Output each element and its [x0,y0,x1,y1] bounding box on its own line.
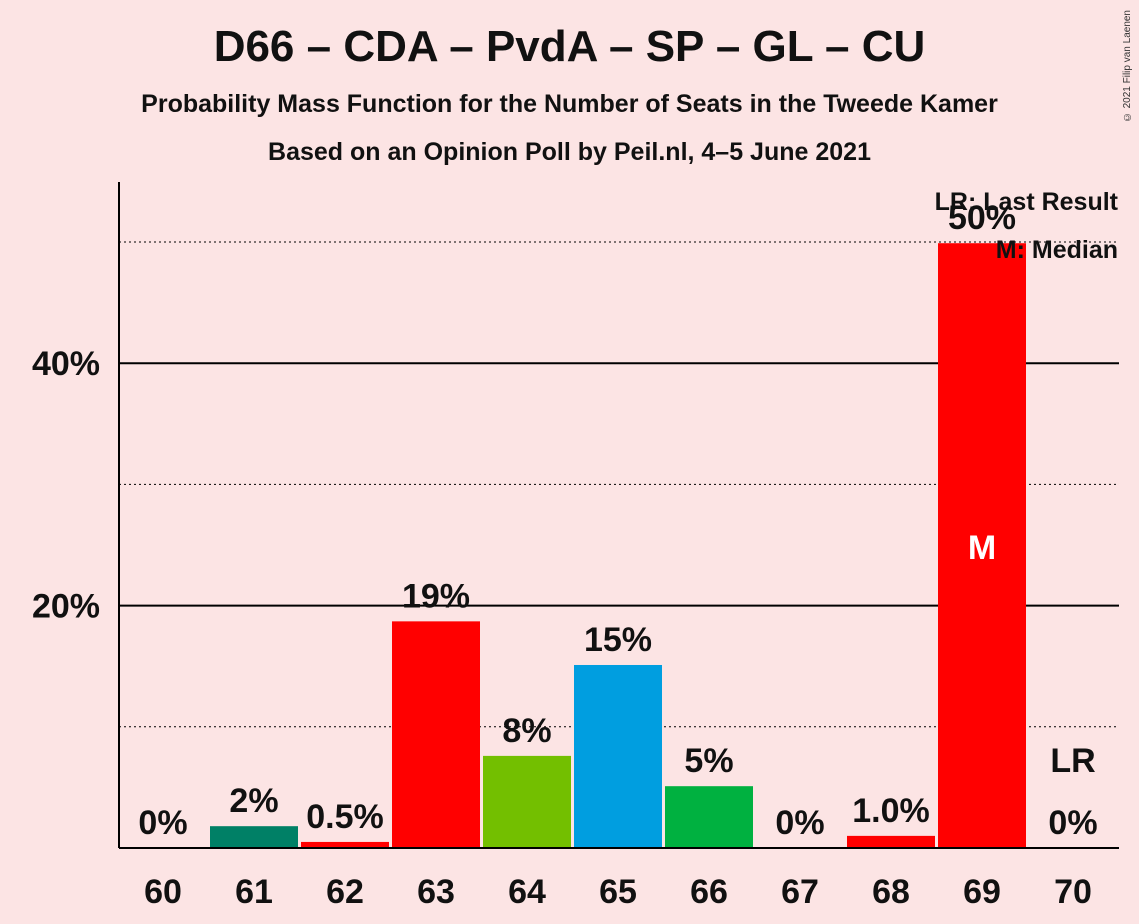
y-tick-label: 20% [32,588,100,626]
data-labels: 0% 2% 0.5% 19% 8% 15% 5% 0% 1.0% 50% M 0% LR [138,199,1097,842]
x-tick-label: 62 [326,873,364,911]
bar [483,755,571,848]
x-tick-label: 70 [1054,873,1092,911]
legend: LR: Last Result M: Median [935,188,1119,264]
bar [665,786,753,848]
y-tick-label: 40% [32,345,100,383]
x-tick-label: 67 [781,873,819,911]
x-tick-label: 68 [872,873,910,911]
data-label: 0% [138,804,187,842]
chart-title: D66 – CDA – PvdA – SP – GL – CU [213,22,926,71]
x-tick-label: 66 [690,873,728,911]
x-tick-label: 60 [144,873,182,911]
data-label: 19% [402,577,470,615]
data-label: 0% [1048,804,1097,842]
tick-labels: 20% 40% 60 61 62 63 64 65 66 67 68 69 70 [32,345,1092,911]
legend-last-result: LR: Last Result [935,188,1119,216]
data-label: 0.5% [306,798,384,836]
bar [392,621,480,848]
x-tick-label: 64 [508,873,546,911]
chart-source: Based on an Opinion Poll by Peil.nl, 4–5… [268,138,871,166]
x-tick-label: 69 [963,873,1001,911]
x-tick-label: 61 [235,873,273,911]
data-label: 8% [502,712,551,750]
bar [301,841,389,848]
bar [938,243,1026,848]
data-label: 50% [948,199,1016,237]
x-tick-label: 65 [599,873,637,911]
x-tick-label: 63 [417,873,455,911]
median-marker: M [968,529,996,567]
axes [118,182,1119,849]
bar [847,835,935,848]
bars [210,243,1026,848]
legend-median: M: Median [996,236,1118,264]
data-label: 5% [684,742,733,780]
data-label: 1.0% [852,792,930,830]
data-label: 15% [584,621,652,659]
data-label: 0% [775,804,824,842]
bar [574,664,662,848]
bar [210,826,298,848]
last-result-marker: LR [1050,742,1095,780]
chart-subtitle: Probability Mass Function for the Number… [141,90,998,118]
data-label: 2% [229,782,278,820]
